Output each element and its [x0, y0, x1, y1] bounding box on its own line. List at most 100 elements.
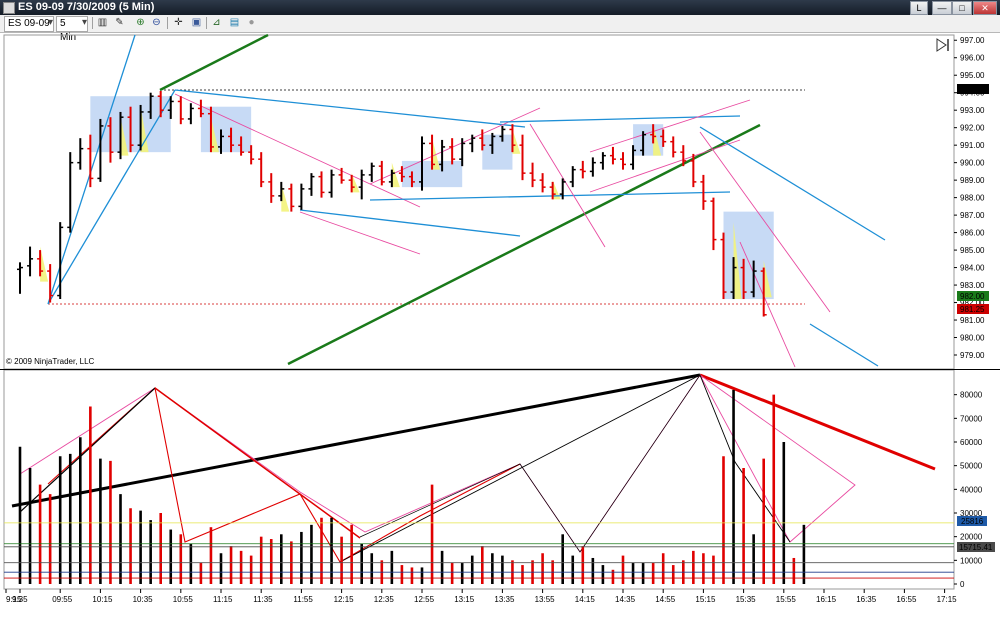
- volume-trend-line: [11, 373, 701, 508]
- time-axis-label: 12:55: [414, 595, 435, 604]
- price-bar: [419, 136, 425, 191]
- time-axis-label: 17:15: [937, 595, 958, 604]
- price-bar: [77, 138, 84, 170]
- time-axis-label: 14:35: [615, 595, 636, 604]
- time-axis-label: 10:55: [173, 595, 194, 604]
- price-bar: [177, 96, 184, 125]
- time-axis-label: 13:55: [535, 595, 556, 604]
- price-axis-label: 981.00: [960, 316, 985, 325]
- price-bar: [388, 169, 395, 188]
- crosshair-icon[interactable]: ✛: [174, 17, 183, 28]
- properties-icon[interactable]: ▣: [191, 17, 202, 28]
- price-axis-label: 997.00: [960, 36, 985, 45]
- circle-icon[interactable]: ●: [248, 17, 255, 28]
- price-bar: [549, 181, 556, 200]
- time-axis-label: 11:15: [213, 595, 233, 604]
- trend-line: [47, 34, 136, 305]
- price-bar: [37, 250, 44, 277]
- price-tag-982: 982.00: [957, 291, 989, 301]
- price-volume-chart[interactable]: 997.00 996.00 995.00 994.00 993.00 992.00 991.…: [0, 32, 1000, 625]
- time-axis-label: 13:35: [494, 595, 515, 604]
- price-bar: [167, 96, 174, 119]
- app-icon: [3, 2, 15, 14]
- strategy-icon[interactable]: ▤: [229, 17, 240, 28]
- volume-axis-label: 20000: [960, 533, 983, 542]
- scroll-to-end-icon[interactable]: [936, 38, 949, 52]
- price-axis-label: 983.00: [960, 281, 985, 290]
- price-bar: [27, 246, 34, 277]
- price-bar: [620, 152, 626, 170]
- price-axis-label: 991.00: [960, 141, 985, 150]
- price-bar: [398, 166, 405, 182]
- price-bar: [97, 118, 104, 182]
- trend-line: [47, 89, 176, 305]
- time-axis-label: 13:15: [454, 595, 475, 604]
- time-axis-label: 15:15: [695, 595, 716, 604]
- time-axis-label: 15:35: [736, 595, 757, 604]
- channel-line: [369, 107, 541, 185]
- zoom-out-icon[interactable]: ⊖: [152, 17, 161, 28]
- volume-axis-label: 30000: [960, 509, 983, 518]
- price-bar: [218, 129, 224, 154]
- price-bar: [640, 131, 647, 156]
- price-bar: [368, 162, 375, 182]
- bars-icon[interactable]: ▥: [97, 17, 108, 28]
- price-bar: [459, 138, 466, 167]
- price-bar: [238, 136, 245, 156]
- price-bar: [338, 167, 345, 184]
- channel-line: [699, 131, 831, 313]
- instrument-select[interactable]: ES 09-09: [4, 16, 54, 32]
- price-bar: [187, 103, 194, 125]
- price-axis-label: 995.00: [960, 71, 985, 80]
- price-bar: [268, 173, 275, 203]
- pattern-triangle: [512, 129, 521, 154]
- price-bar: [650, 124, 657, 144]
- indicators-icon[interactable]: ⊿: [212, 17, 221, 28]
- price-bar: [67, 152, 74, 233]
- volume-axis-label: 40000: [960, 485, 983, 494]
- price-bar: [670, 136, 677, 158]
- price-axis-label: 990.00: [960, 159, 985, 168]
- chevron-down-icon[interactable]: ▾: [82, 17, 88, 28]
- channel-line: [299, 211, 421, 255]
- chevron-down-icon[interactable]: ▾: [48, 17, 54, 28]
- zoom-in-icon[interactable]: ⊕: [136, 17, 145, 28]
- volume-axis-label: 80000: [960, 391, 983, 400]
- price-bar: [87, 134, 94, 188]
- volume-zigzag: [19, 387, 156, 513]
- price-bar: [630, 145, 637, 170]
- channel-line: [499, 115, 741, 123]
- link-button[interactable]: L: [910, 1, 928, 15]
- price-bar: [157, 90, 164, 118]
- interval-select[interactable]: 5 Min: [56, 16, 88, 43]
- price-bar: [197, 99, 204, 118]
- time-axis-label: 15:55: [776, 595, 797, 604]
- time-axis-label: 16:35: [856, 595, 877, 604]
- volume-tag-last: 25816: [957, 516, 987, 526]
- volume-tag-last-label: 25816: [961, 517, 984, 526]
- pattern-triangle: [210, 117, 219, 153]
- price-bar: [660, 129, 667, 147]
- price-tag-982-label: 982.00: [960, 292, 985, 301]
- price-bar: [47, 264, 54, 303]
- price-axis-label: 985.00: [960, 246, 985, 255]
- volume-axis-label: 0: [960, 580, 965, 589]
- close-button[interactable]: ✕: [973, 1, 997, 15]
- volume-zigzag: [19, 374, 856, 553]
- minimize-button[interactable]: —: [932, 1, 952, 15]
- price-bar: [117, 111, 124, 160]
- volume-axis-label: 50000: [960, 462, 983, 471]
- pattern-triangle: [653, 124, 662, 156]
- pattern-triangle: [391, 162, 400, 188]
- price-bar: [137, 104, 144, 151]
- volume-axis-label: 70000: [960, 414, 983, 423]
- time-axis-label: 12:15: [334, 595, 355, 604]
- pencil-icon[interactable]: ✎: [115, 17, 124, 28]
- price-bar: [760, 267, 767, 317]
- price-bar: [207, 106, 214, 153]
- price-bar: [449, 138, 456, 165]
- price-axis-label: 979.00: [960, 351, 985, 360]
- price-bar: [17, 262, 23, 294]
- maximize-button[interactable]: □: [952, 1, 972, 15]
- price-bar: [298, 183, 305, 210]
